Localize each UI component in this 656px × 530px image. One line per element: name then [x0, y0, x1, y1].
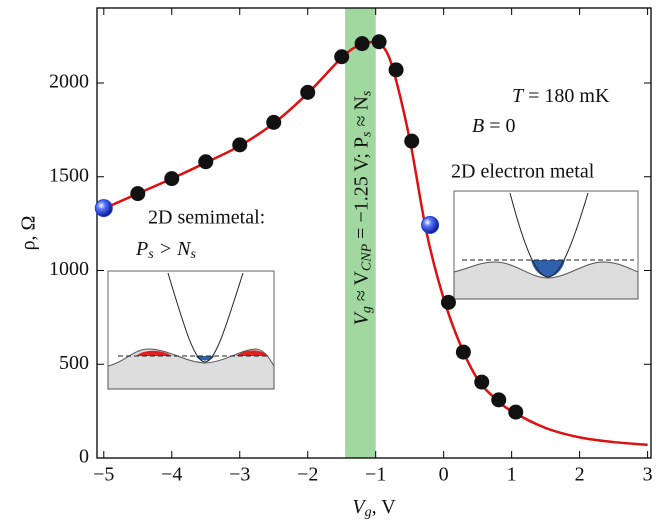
y-tick-label: 2000: [49, 71, 89, 93]
x-tick-label: −4: [161, 464, 182, 486]
y-axis-label: ρ, Ω: [18, 216, 40, 251]
band-label-part: ≈ N: [350, 96, 372, 131]
band-label-part: ≈ V: [350, 271, 372, 307]
y-tick-label: 1000: [49, 258, 89, 280]
data-point: [334, 49, 350, 65]
band-label-part: s: [360, 90, 375, 96]
data-point: [354, 36, 370, 52]
data-point: [474, 374, 490, 390]
data-point: [455, 344, 471, 360]
data-point: [232, 137, 248, 153]
x-tick-label: 0: [439, 464, 449, 486]
x-axis-label: Vg, V: [352, 496, 396, 521]
x-tick-label: 3: [643, 464, 653, 486]
annotation: 2D semimetal:: [148, 207, 265, 229]
annotation: Ps > Ns: [135, 238, 197, 263]
y-tick-label: 0: [79, 446, 89, 468]
annotation: B = 0: [472, 115, 516, 137]
x-tick-label: −1: [365, 464, 386, 486]
annotation: 2D electron metal: [451, 161, 595, 183]
data-point: [198, 154, 214, 170]
x-tick-label: −3: [229, 464, 250, 486]
plot-frame: [96, 7, 652, 459]
y-tick-label: 500: [59, 352, 89, 374]
band-label-part: = −1.25 V; P: [350, 137, 372, 244]
data-point: [164, 171, 180, 187]
band-label-part: V: [350, 310, 372, 325]
annotation: T = 180 mK: [512, 85, 610, 107]
x-tick-label: 2: [575, 464, 585, 486]
cnp-band: [345, 8, 376, 458]
band-label-part: s: [360, 131, 375, 137]
data-point: [266, 114, 282, 130]
data-point: [440, 294, 456, 310]
band-label: Vg ≈ VCNP = −1.25 V; Ps ≈ Ns: [350, 90, 375, 325]
inset-metal: [453, 190, 639, 300]
x-tick-label: 1: [507, 464, 517, 486]
data-point: [491, 392, 507, 408]
band-label-part: g: [360, 306, 375, 313]
y-tick-label: 1500: [49, 164, 89, 186]
x-tick-label: −2: [297, 464, 318, 486]
blue-point: [421, 215, 440, 234]
inset-semimetal: [107, 270, 275, 390]
data-point: [130, 186, 146, 202]
band-label-part: CNP: [360, 243, 375, 271]
data-point: [404, 133, 420, 149]
data-point: [388, 62, 404, 78]
blue-point: [94, 199, 113, 218]
data-point: [508, 404, 524, 420]
data-point: [300, 84, 316, 100]
x-tick-label: −5: [93, 464, 114, 486]
data-point: [371, 34, 387, 50]
